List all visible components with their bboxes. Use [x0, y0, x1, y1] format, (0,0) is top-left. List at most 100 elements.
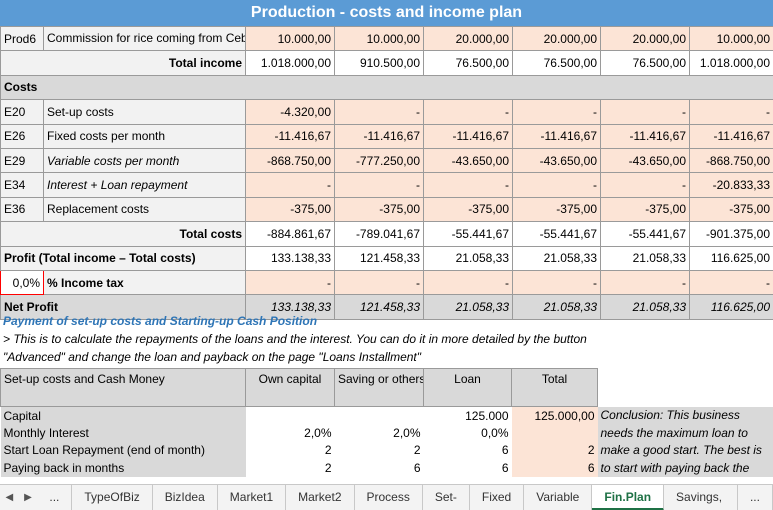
value-cell[interactable]: -375,00: [512, 196, 601, 223]
sheet-tab[interactable]: Market2: [286, 484, 355, 510]
total-income-cell[interactable]: 76.500,00: [423, 50, 513, 76]
value-cell[interactable]: -: [600, 99, 690, 125]
total-income-cell[interactable]: 76.500,00: [600, 50, 690, 76]
tax-cell[interactable]: -: [689, 269, 773, 296]
sheet-tab[interactable]: BizIdea: [153, 484, 218, 510]
value-cell[interactable]: -11.416,67: [600, 123, 690, 149]
value-cell[interactable]: -868.750,00: [245, 147, 335, 174]
saving-cell[interactable]: 2: [413, 443, 421, 458]
value-cell[interactable]: 20.000,00: [512, 25, 601, 52]
total-costs-cell[interactable]: -55.441,67: [423, 221, 513, 247]
value-cell[interactable]: -11.416,67: [423, 123, 513, 149]
tab-more-right[interactable]: ...: [738, 484, 773, 510]
loan-cell[interactable]: 0,0%: [481, 425, 509, 440]
sheet-tab[interactable]: Fixed: [470, 484, 525, 510]
profit-cell[interactable]: 21.058,33: [423, 245, 513, 271]
total-costs-cell[interactable]: -789.041,67: [334, 221, 424, 247]
net-profit-cell[interactable]: 21.058,33: [512, 294, 601, 320]
row-code: E29: [0, 147, 44, 174]
total-income-label: Total income: [0, 50, 246, 76]
own-capital-cell[interactable]: 2: [324, 443, 332, 458]
row-code: E20: [0, 99, 44, 125]
profit-cell[interactable]: 21.058,33: [600, 245, 690, 271]
tax-cell[interactable]: -: [600, 269, 690, 296]
value-cell[interactable]: -: [689, 99, 773, 125]
total-income-cell[interactable]: 910.500,00: [334, 50, 424, 76]
value-cell[interactable]: -375,00: [245, 196, 335, 223]
value-cell[interactable]: -375,00: [600, 196, 690, 223]
total-costs-cell[interactable]: -884.861,67: [245, 221, 335, 247]
own-capital-cell[interactable]: 2,0%: [304, 425, 332, 440]
sheet-tab[interactable]: Variable: [524, 484, 593, 510]
value-cell[interactable]: -375,00: [423, 196, 513, 223]
saving-cell[interactable]: 2,0%: [393, 425, 421, 440]
value-cell[interactable]: -777.250,00: [334, 147, 424, 174]
own-capital-header: Own capital: [245, 368, 335, 407]
profit-cell[interactable]: 121.458,33: [334, 245, 424, 271]
value-cell[interactable]: -43.650,00: [600, 147, 690, 174]
tax-cell[interactable]: -: [334, 269, 424, 296]
value-cell[interactable]: -4.320,00: [245, 99, 335, 125]
sheet-tab[interactable]: Market1: [218, 484, 287, 510]
total-costs-cell[interactable]: -901.375,00: [689, 221, 773, 247]
value-cell[interactable]: 20.000,00: [600, 25, 690, 52]
net-profit-cell[interactable]: 116.625,00: [689, 294, 773, 320]
profit-cell[interactable]: 116.625,00: [689, 245, 773, 271]
tab-scroll-left-icon[interactable]: ◀: [5, 492, 14, 503]
tax-cell[interactable]: -: [512, 269, 601, 296]
value-cell[interactable]: -: [245, 172, 335, 198]
value-cell[interactable]: 10.000,00: [245, 25, 335, 52]
value-cell[interactable]: -43.650,00: [423, 147, 513, 174]
value-cell[interactable]: -11.416,67: [245, 123, 335, 149]
value-cell[interactable]: -11.416,67: [689, 123, 773, 149]
value-cell[interactable]: -11.416,67: [334, 123, 424, 149]
value-cell[interactable]: -11.416,67: [512, 123, 601, 149]
sheet-tab[interactable]: TypeOfBiz: [72, 484, 153, 510]
sheet-tab[interactable]: Set-up: [423, 484, 470, 510]
value-cell[interactable]: -20.833,33: [689, 172, 773, 198]
loan-cell[interactable]: 6: [501, 443, 509, 458]
saving-cell[interactable]: 6: [413, 460, 421, 475]
total-income-cell[interactable]: 1.018.000,00: [689, 50, 773, 76]
net-profit-cell[interactable]: 21.058,33: [600, 294, 690, 320]
profit-cell[interactable]: 21.058,33: [512, 245, 601, 271]
sheet-tab[interactable]: Process: [355, 484, 423, 510]
value-cell[interactable]: 20.000,00: [423, 25, 513, 52]
loan-cell[interactable]: 125.000: [465, 408, 509, 423]
net-profit-cell[interactable]: 21.058,33: [423, 294, 513, 320]
tax-cell[interactable]: -: [423, 269, 513, 296]
cost-row: E26 Fixed costs per month -11.416,67 -11.41…: [0, 123, 773, 149]
cost-row: E36 Replacement costs -375,00 -375,00 -375,0…: [0, 196, 773, 223]
value-cell[interactable]: -: [600, 172, 690, 198]
value-cell[interactable]: 10.000,00: [334, 25, 424, 52]
net-profit-cell[interactable]: 121.458,33: [334, 294, 424, 320]
value-cell[interactable]: -868.750,00: [689, 147, 773, 174]
value-cell[interactable]: -375,00: [689, 196, 773, 223]
own-capital-cell[interactable]: [246, 407, 335, 425]
sheet-tab[interactable]: Savings, Loans: [664, 484, 738, 510]
loan-cell[interactable]: 6: [501, 460, 509, 475]
total-costs-cell[interactable]: -55.441,67: [512, 221, 601, 247]
value-cell[interactable]: -: [512, 99, 601, 125]
total-costs-cell[interactable]: -55.441,67: [600, 221, 690, 247]
payment-title: Payment of set-up costs and Starting-up …: [3, 314, 318, 328]
value-cell[interactable]: -: [512, 172, 601, 198]
tax-rate-input[interactable]: 0,0%: [0, 269, 44, 296]
value-cell[interactable]: -375,00: [334, 196, 424, 223]
total-income-cell[interactable]: 76.500,00: [512, 50, 601, 76]
tab-scroll-right-icon[interactable]: ▶: [24, 492, 32, 503]
value-cell[interactable]: -: [334, 99, 424, 125]
tax-cell[interactable]: -: [245, 269, 335, 296]
value-cell[interactable]: -43.650,00: [512, 147, 601, 174]
value-cell[interactable]: -: [334, 172, 424, 198]
tab-more-left[interactable]: ...: [37, 484, 73, 510]
own-capital-cell[interactable]: 2: [324, 460, 332, 475]
profit-cell[interactable]: 133.138,33: [245, 245, 335, 271]
tax-row: 0,0%% Income tax - - - - - -: [0, 269, 773, 296]
value-cell[interactable]: -: [423, 172, 513, 198]
total-income-cell[interactable]: 1.018.000,00: [245, 50, 335, 76]
sheet-tab[interactable]: Fin.Plan: [592, 484, 665, 510]
saving-cell[interactable]: [335, 407, 424, 425]
value-cell[interactable]: -: [423, 99, 513, 125]
value-cell[interactable]: 10.000,00: [689, 25, 773, 52]
